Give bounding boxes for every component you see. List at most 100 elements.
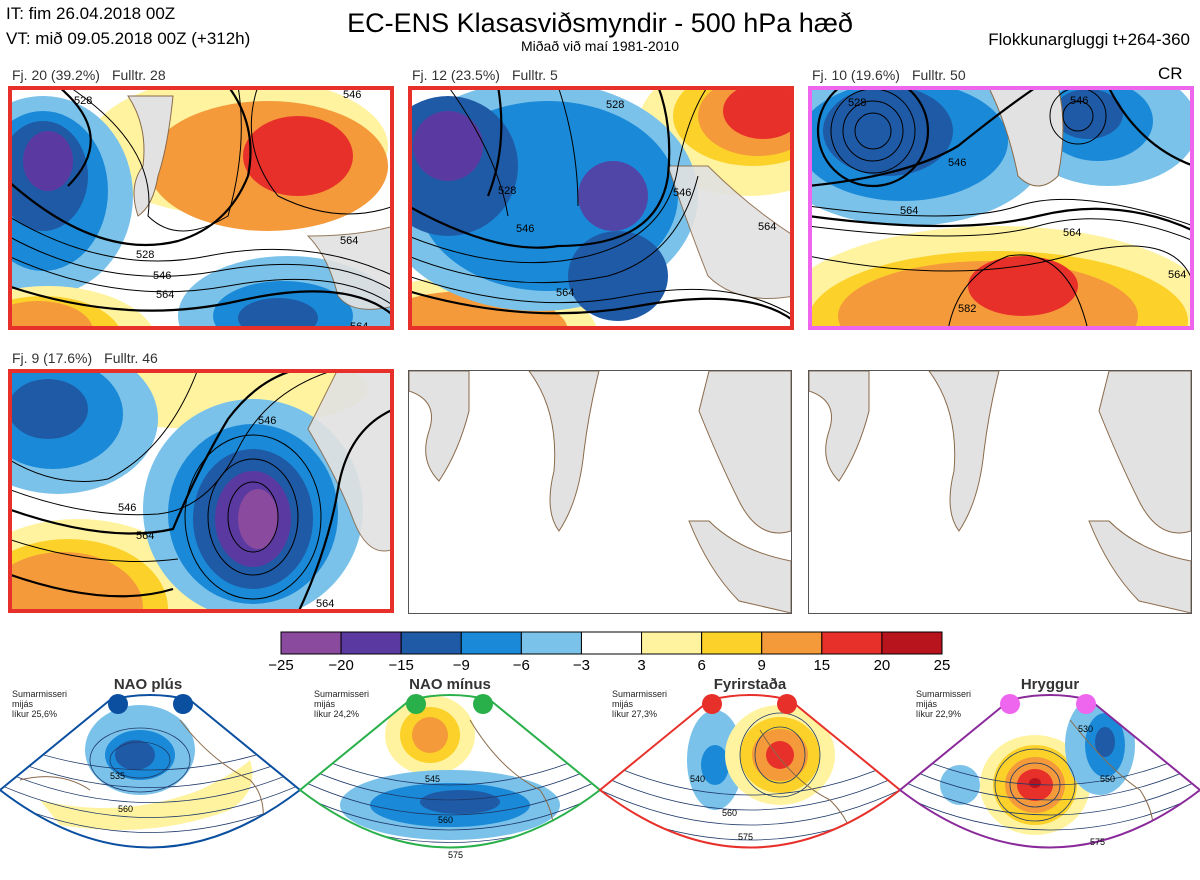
- cluster-map-1: 528 546 528 546 564 564 564: [8, 86, 394, 330]
- panel-2-contour-label: 528: [606, 99, 624, 111]
- colorbar-tick-label: −25: [268, 657, 293, 674]
- regime-3-note-line: Sumarmisseri: [612, 689, 668, 699]
- panel-4-fulltr: Fulltr. 46: [104, 350, 158, 366]
- regime-ridge-label: 575: [1090, 837, 1105, 847]
- regime-3-note-line: mijás: [612, 699, 634, 709]
- regime-4-note-line: mijás: [916, 699, 938, 709]
- panel-2-contour-label: 528: [498, 185, 516, 197]
- regime-3-note-line: líkur 27,3%: [612, 709, 658, 719]
- regime-2-note: Sumarmisseri mijás líkur 24,2%: [314, 689, 369, 719]
- colorbar-swatch: [701, 631, 763, 655]
- panel-1-fj: Fj. 20 (39.2%): [12, 67, 100, 83]
- regime-2-dot-left: [406, 694, 426, 714]
- panel-2-contour-label: 546: [673, 187, 691, 199]
- regime-3-note: Sumarmisseri mijás líkur 27,3%: [612, 689, 667, 719]
- panel-3-fulltr: Fulltr. 50: [911, 67, 966, 83]
- regime-1-note-line: mijás: [12, 699, 34, 709]
- regime-1-dot-right: [173, 694, 193, 714]
- colorbar-tick-label: −15: [388, 657, 413, 674]
- regime-2-note-line: Sumarmisseri: [314, 689, 370, 699]
- panel-3-contour-label: 546: [1070, 95, 1088, 107]
- regime-maps: 535 560 545 560: [0, 694, 1200, 860]
- colorbar-tick-label: −6: [513, 657, 530, 674]
- cluster-map-2-plot: 528 528 546 546 564 564: [408, 86, 794, 330]
- panel-4-label: Fj. 9 (17.6%) Fulltr. 46: [12, 350, 158, 366]
- regime-blocking-label: 560: [722, 808, 737, 818]
- panel-2-contour-label: 564: [758, 221, 776, 233]
- panel-3-contour-label: 528: [848, 97, 866, 109]
- panel-1-contour-label: 564: [340, 235, 358, 247]
- panel-4-contour-label: 564: [316, 598, 334, 610]
- panel-2-fulltr: Fulltr. 5: [511, 67, 558, 83]
- regime-1-title: NAO plús: [113, 676, 183, 693]
- colorbar-tick-label: −9: [453, 657, 470, 674]
- panel-1-contour-label: 528: [136, 249, 154, 261]
- colorbar-tick-label: 15: [813, 657, 830, 674]
- colorbar-tick-label: 9: [758, 657, 766, 674]
- regime-nao-minus-label: 575: [448, 850, 463, 860]
- colorbar-swatch: [641, 631, 703, 655]
- page-title: EC-ENS Klasasviðsmyndir - 500 hPa hæð: [347, 8, 853, 38]
- colorbar-tick-label: 3: [637, 657, 645, 674]
- regime-1-note-line: líkur 25,6%: [12, 709, 58, 719]
- colorbar-swatch: [280, 631, 342, 655]
- colorbar-swatch: [821, 631, 883, 655]
- cluster-map-2: 528 528 546 546 564 564: [408, 86, 794, 330]
- cluster-map-4-plot: 546 546 564 564: [8, 369, 394, 613]
- regime-3-dot-right: [777, 694, 797, 714]
- panel-4-contour-label: 546: [258, 415, 276, 427]
- regime-4-note: Sumarmisseri mijás líkur 22,9%: [916, 689, 971, 719]
- regime-nao-plus-label: 560: [118, 804, 133, 814]
- regime-nao-minus-label: 545: [425, 774, 440, 784]
- panel-2-frame: [408, 86, 794, 330]
- colorbar-ticks: −25 −20 −15 −9 −6 −3 3 6 9 15 20 25: [268, 657, 950, 674]
- regime-4-note-line: líkur 22,9%: [916, 709, 962, 719]
- colorbar-tick-label: 6: [697, 657, 705, 674]
- regime-4-title: Hryggur: [1020, 676, 1080, 693]
- colorbar-swatch: [520, 631, 582, 655]
- empty-map-6: [808, 370, 1192, 614]
- regime-2-note-line: mijás: [314, 699, 336, 709]
- panel-3-frame: [808, 86, 1194, 330]
- regime-1-note: Sumarmisseri mijás líkur 25,6%: [12, 689, 67, 719]
- cluster-map-3-plot: 528 546 546 564 564 582 564: [808, 86, 1194, 330]
- panel-2-contour-label: 564: [556, 287, 574, 299]
- colorbar-swatch: [340, 631, 402, 655]
- regime-nao-plus: 535 560: [0, 694, 302, 849]
- regime-nao-minus-label: 560: [438, 815, 453, 825]
- regime-1-note-line: Sumarmisseri: [12, 689, 68, 699]
- empty-map-5-base: [409, 371, 791, 613]
- colorbar-swatches: [280, 631, 943, 655]
- panel-3-fj: Fj. 10 (19.6%): [812, 67, 900, 83]
- panel-4-fj: Fj. 9 (17.6%): [12, 350, 93, 366]
- panel-1-contour-label: 528: [74, 95, 92, 107]
- panel-2-contour-label: 546: [516, 223, 534, 235]
- panel-2-label: Fj. 12 (23.5%) Fulltr. 5: [412, 67, 558, 83]
- panel-1-label: Fj. 20 (39.2%) Fulltr. 28: [12, 67, 166, 83]
- panel-3-tag: CR: [1158, 64, 1183, 83]
- regime-1-dot-left: [108, 694, 128, 714]
- empty-map-5: [408, 370, 792, 614]
- colorbar-swatch: [761, 631, 823, 655]
- regime-blocking: 540 560 575: [598, 694, 902, 849]
- regime-3-title: Fyrirstaða: [713, 676, 787, 693]
- regime-ridge: 530 550 575: [898, 694, 1200, 849]
- regime-4-dot-right: [1076, 694, 1096, 714]
- panel-1-frame: [8, 86, 394, 330]
- panel-3-contour-label: 564: [1063, 227, 1081, 239]
- empty-map-6-base: [809, 371, 1191, 613]
- valid-time: VT: mið 09.05.2018 00Z (+312h): [6, 29, 251, 48]
- panel-1-contour-label: 546: [343, 89, 361, 101]
- page-subtitle: Miðað við maí 1981-2010: [521, 38, 679, 54]
- panel-4-frame: [8, 369, 394, 613]
- regime-3-dot-left: [702, 694, 722, 714]
- colorbar-tick-label: −20: [328, 657, 353, 674]
- initial-time: IT: fim 26.04.2018 00Z: [6, 4, 176, 23]
- colorbar-tick-label: −3: [573, 657, 590, 674]
- panel-4-contour-label: 564: [136, 530, 154, 542]
- colorbar-swatch: [580, 631, 643, 655]
- colorbar-swatch: [400, 631, 462, 655]
- cluster-map-3: 528 546 546 564 564 582 564: [808, 86, 1194, 330]
- regime-2-dot-right: [473, 694, 493, 714]
- panel-1-contour-label: 546: [153, 270, 171, 282]
